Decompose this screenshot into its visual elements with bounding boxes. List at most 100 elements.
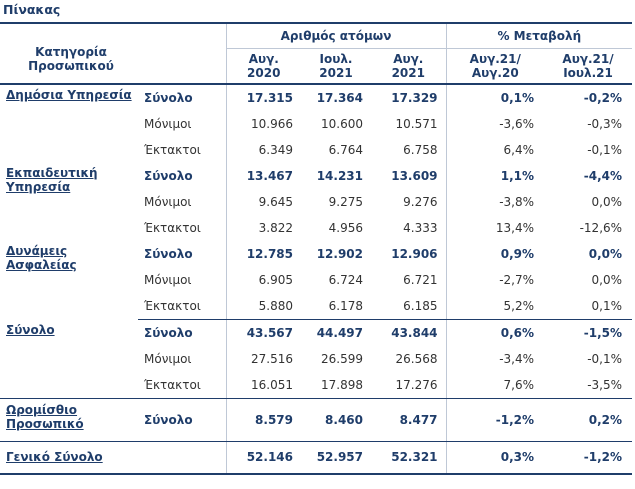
value-cell: 12.902 (316, 247, 363, 261)
value-cell: 9.275 (328, 195, 363, 209)
percent-cell: 7,6% (445, 372, 545, 399)
value-cell: 5.880 (225, 293, 301, 320)
value-cell: 3.822 (225, 215, 301, 241)
grand-total-row: Γενικό Σύνολο 52.146 52.957 52.321 0,3% … (0, 441, 633, 475)
value-cell: 12.785 (225, 241, 301, 267)
percent-cell: -3,8% (445, 189, 545, 215)
category-link[interactable]: Δυνάμεις Ασφαλείας (6, 244, 77, 272)
table-row: Μόνιμοι 6.905 6.724 6.721 -2,7% 0,0% (0, 267, 632, 293)
category-link[interactable]: Σύνολο (6, 322, 55, 337)
category-education-service[interactable]: Εκπαιδευτική Υπηρεσία (0, 163, 138, 241)
percent-cell: 0,0% (591, 273, 623, 287)
row-type: Σύνολο (144, 326, 193, 340)
value-cell: 52.957 (301, 441, 371, 475)
percent-cell: -3,4% (445, 346, 545, 372)
top-rule (0, 22, 632, 24)
percent-cell: 0,9% (445, 241, 545, 267)
category-link[interactable]: Ωρομίσθιο Προσωπικό (6, 403, 84, 431)
table-row: Έκτακτοι 16.051 17.898 17.276 7,6% -3,5% (0, 372, 633, 399)
percent-cell: -4,4% (583, 169, 623, 183)
row-type: Μόνιμοι (144, 195, 192, 209)
percent-cell: -3,5% (544, 372, 633, 399)
header-people-count: Αριθμός ατόμων (225, 24, 447, 49)
percent-cell: -3,6% (445, 111, 545, 137)
value-cell: 10.571 (395, 117, 438, 131)
percent-cell: 1,1% (445, 163, 545, 189)
category-link[interactable]: Εκπαιδευτική Υπηρεσία (6, 166, 98, 194)
percent-cell: 0,3% (445, 441, 545, 475)
value-cell: 10.600 (321, 117, 363, 131)
value-cell: 43.844 (391, 326, 438, 340)
value-cell: 4.956 (328, 221, 363, 235)
row-type: Μόνιμοι (144, 352, 192, 366)
value-cell: 13.467 (225, 163, 301, 189)
value-cell: 6.721 (403, 273, 438, 287)
row-type: Μόνιμοι (144, 273, 192, 287)
row-type: Σύνολο (144, 91, 193, 105)
value-cell: 8.460 (301, 398, 371, 442)
table-row: Εκπαιδευτική Υπηρεσία Σύνολο 13.467 14.2… (0, 163, 632, 194)
value-cell: 6.764 (328, 143, 363, 157)
percent-cell: -0,2% (583, 91, 623, 105)
value-cell: 6.758 (403, 143, 438, 157)
value-cell: 27.516 (225, 346, 301, 372)
row-type: Έκτακτοι (138, 372, 226, 399)
percent-cell: -0,1% (587, 352, 623, 366)
value-cell: 26.568 (395, 352, 438, 366)
value-cell: 16.051 (225, 372, 301, 399)
row-type: Έκτακτοι (138, 293, 226, 320)
table-row: Μόνιμοι 9.645 9.275 9.276 -3,8% 0,0% (0, 189, 632, 215)
value-cell: 6.178 (301, 293, 371, 320)
category-security-forces[interactable]: Δυνάμεις Ασφαλείας (0, 241, 138, 320)
category-public-service[interactable]: Δημόσια Υπηρεσία (0, 84, 138, 163)
value-cell: 10.966 (225, 111, 301, 137)
value-cell: 26.599 (321, 352, 363, 366)
row-type: Σύνολο (138, 398, 226, 442)
value-cell: 43.567 (225, 319, 301, 346)
percent-cell: 0,1% (445, 84, 545, 111)
row-type: Σύνολο (144, 169, 193, 183)
percent-cell: -1,2% (544, 441, 633, 475)
value-cell: 4.333 (403, 221, 438, 235)
table-row: Μόνιμοι 10.966 10.600 10.571 -3,6% -0,3% (0, 111, 632, 137)
category-link[interactable]: Γενικό Σύνολο (6, 450, 103, 465)
table-row: Έκτακτοι 6.349 6.764 6.758 6,4% -0,1% (0, 137, 632, 163)
category-hourly-staff[interactable]: Ωρομίσθιο Προσωπικό (0, 398, 138, 442)
value-cell: 17.364 (316, 91, 363, 105)
value-cell: 12.906 (391, 247, 438, 261)
percent-cell: -2,7% (445, 267, 545, 293)
header-aug-2020: Αυγ. 2020 (225, 48, 301, 85)
percent-cell: 0,1% (544, 293, 633, 320)
value-cell: 52.321 (371, 441, 447, 475)
percent-cell: 6,4% (445, 137, 545, 163)
percent-cell: 0,0% (588, 247, 623, 261)
percent-cell: -1,2% (445, 398, 545, 442)
table-row: Δημόσια Υπηρεσία Σύνολο 17.315 17.364 17… (0, 84, 632, 111)
header-change-mom: Αυγ.21/ Ιουλ.21 (544, 48, 633, 85)
row-type: Έκτακτοι (144, 143, 201, 157)
percent-cell: 0,2% (544, 398, 633, 442)
value-cell: 8.579 (225, 398, 301, 442)
value-cell: 52.146 (225, 441, 301, 475)
value-cell: 6.724 (328, 273, 363, 287)
percent-cell: 13,4% (445, 215, 545, 241)
value-cell: 8.477 (371, 398, 447, 442)
header-jul-2021: Ιουλ. 2021 (301, 48, 371, 85)
table-row: Μόνιμοι 27.516 26.599 26.568 -3,4% -0,1% (0, 346, 632, 372)
category-total[interactable]: Σύνολο (0, 319, 138, 399)
table-row: Έκτακτοι 5.880 6.178 6.185 5,2% 0,1% (0, 293, 633, 320)
value-cell: 17.276 (371, 372, 447, 399)
percent-cell: -0,1% (587, 143, 623, 157)
value-cell: 6.185 (371, 293, 447, 320)
percent-cell: 0,0% (591, 195, 623, 209)
row-type: Σύνολο (144, 247, 193, 261)
value-cell: 44.497 (316, 326, 363, 340)
percent-cell: 0,6% (445, 319, 545, 346)
value-cell: 6.349 (225, 137, 301, 163)
category-link[interactable]: Δημόσια Υπηρεσία (6, 88, 132, 102)
percent-cell: 5,2% (445, 293, 545, 320)
category-grand-total[interactable]: Γενικό Σύνολο (0, 441, 226, 475)
value-cell: 17.898 (301, 372, 371, 399)
percent-cell: -1,5% (583, 326, 623, 340)
table-row: Έκτακτοι 3.822 4.956 4.333 13,4% -12,6% (0, 215, 632, 241)
